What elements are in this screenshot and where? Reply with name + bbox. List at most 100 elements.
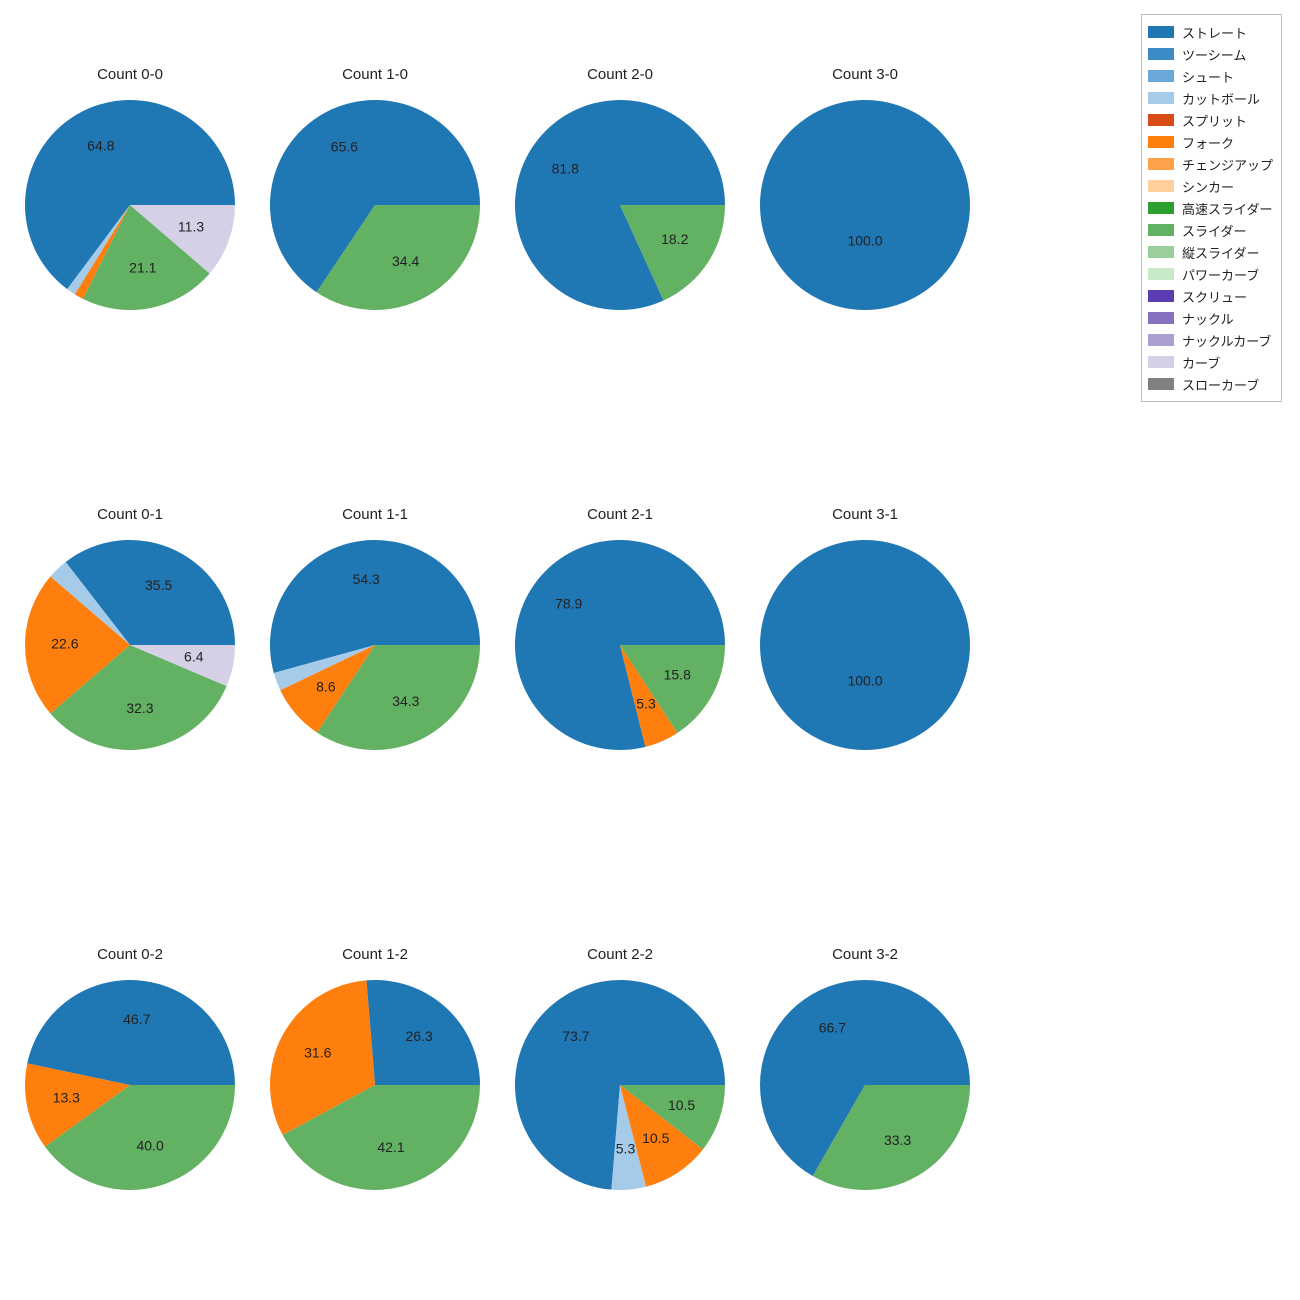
pitch-type-legend: ストレートツーシームシュートカットボールスプリットフォークチェンジアップシンカー… — [1141, 14, 1282, 402]
panel-title: Count 3-0 — [760, 66, 970, 83]
slice-label: 64.8 — [87, 138, 114, 154]
legend-label: スローカーブ — [1182, 375, 1259, 394]
legend-item: カットボール — [1148, 87, 1273, 109]
legend-label: スクリュー — [1182, 287, 1247, 306]
pie-chart: 65.6 34.4 — [270, 100, 480, 310]
legend-item: シンカー — [1148, 175, 1273, 197]
slice-label: 40.0 — [136, 1138, 163, 1154]
pie-panel: Count 1-065.634.4 — [270, 100, 480, 310]
pie-chart: 100.0 — [760, 100, 970, 310]
legend-label: ストレート — [1182, 23, 1247, 42]
legend-item: シュート — [1148, 65, 1273, 87]
legend-swatch — [1148, 180, 1174, 192]
slice-label: 100.0 — [847, 232, 882, 248]
slice-label: 78.9 — [555, 596, 582, 612]
legend-label: ナックル — [1182, 309, 1234, 328]
slice-label: 32.3 — [126, 700, 153, 716]
pie-panel: Count 0-135.522.632.36.4 — [25, 540, 235, 750]
pie-chart: 64.821.111.3 — [25, 100, 235, 310]
panel-title: Count 1-2 — [270, 946, 480, 963]
legend-item: スローカーブ — [1148, 373, 1273, 395]
pie-panel: Count 3-266.733.3 — [760, 980, 970, 1190]
slice-label: 34.4 — [392, 253, 419, 269]
pie-chart: 100.0 — [760, 540, 970, 750]
legend-swatch — [1148, 312, 1174, 324]
panel-title: Count 1-1 — [270, 506, 480, 523]
legend-swatch — [1148, 92, 1174, 104]
slice-label: 21.1 — [129, 260, 156, 276]
slice-label: 8.6 — [316, 678, 336, 694]
pie-panel: Count 2-178.95.315.8 — [515, 540, 725, 750]
legend-item: スプリット — [1148, 109, 1273, 131]
slice-label: 54.3 — [353, 571, 380, 587]
pie-chart: 26.3 31.6 42.1 — [270, 980, 480, 1190]
legend-swatch — [1148, 290, 1174, 302]
panel-title: Count 0-2 — [25, 946, 235, 963]
pie-panel: Count 2-273.75.310.510.5 — [515, 980, 725, 1190]
pie-chart: 54.3 8.6 34.3 — [270, 540, 480, 750]
slice-label: 73.7 — [562, 1028, 589, 1044]
slice-label: 35.5 — [145, 577, 172, 593]
slice-label: 81.8 — [552, 160, 579, 176]
slice-label: 10.5 — [668, 1097, 695, 1113]
pie-chart: 35.522.632.36.4 — [25, 540, 235, 750]
legend-label: パワーカーブ — [1182, 265, 1259, 284]
legend-item: ストレート — [1148, 21, 1273, 43]
legend-label: スプリット — [1182, 111, 1247, 130]
legend-swatch — [1148, 158, 1174, 170]
legend-swatch — [1148, 356, 1174, 368]
legend-label: 縦スライダー — [1182, 243, 1259, 262]
legend-swatch — [1148, 26, 1174, 38]
legend-label: カーブ — [1182, 353, 1220, 372]
pie-chart: 46.7 13.3 40.0 — [25, 980, 235, 1190]
panel-title: Count 3-1 — [760, 506, 970, 523]
legend-item: フォーク — [1148, 131, 1273, 153]
pie-chart: 73.75.310.510.5 — [515, 980, 725, 1190]
legend-item: ナックル — [1148, 307, 1273, 329]
legend-swatch — [1148, 202, 1174, 214]
slice-label: 42.1 — [377, 1139, 404, 1155]
legend-swatch — [1148, 114, 1174, 126]
slice-label: 22.6 — [51, 636, 78, 652]
legend-swatch — [1148, 224, 1174, 236]
pie-slice — [760, 100, 970, 310]
legend-item: 高速スライダー — [1148, 197, 1273, 219]
panel-title: Count 0-1 — [25, 506, 235, 523]
legend-label: シンカー — [1182, 177, 1234, 196]
panel-title: Count 0-0 — [25, 66, 235, 83]
legend-label: ナックルカーブ — [1182, 331, 1271, 350]
slice-label: 33.3 — [884, 1132, 911, 1148]
legend-label: チェンジアップ — [1182, 155, 1273, 174]
legend-swatch — [1148, 378, 1174, 390]
legend-label: ツーシーム — [1182, 45, 1246, 64]
slice-label: 15.8 — [664, 667, 691, 683]
slice-label: 13.3 — [53, 1089, 80, 1105]
legend-item: スライダー — [1148, 219, 1273, 241]
pie-panel: Count 0-246.713.340.0 — [25, 980, 235, 1190]
panel-title: Count 2-2 — [515, 946, 725, 963]
slice-label: 66.7 — [819, 1019, 846, 1035]
legend-label: フォーク — [1182, 133, 1234, 152]
legend-item: カーブ — [1148, 351, 1273, 373]
legend-item: スクリュー — [1148, 285, 1273, 307]
slice-label: 26.3 — [405, 1028, 432, 1044]
slice-label: 46.7 — [123, 1011, 150, 1027]
panel-title: Count 2-0 — [515, 66, 725, 83]
legend-item: ツーシーム — [1148, 43, 1273, 65]
legend-item: 縦スライダー — [1148, 241, 1273, 263]
legend-item: チェンジアップ — [1148, 153, 1273, 175]
pie-panel: Count 1-154.38.634.3 — [270, 540, 480, 750]
pie-panel: Count 2-081.818.2 — [515, 100, 725, 310]
pie-panel: Count 3-0100.0 — [760, 100, 970, 310]
legend-item: パワーカーブ — [1148, 263, 1273, 285]
legend-label: 高速スライダー — [1182, 199, 1272, 218]
legend-swatch — [1148, 70, 1174, 82]
panel-title: Count 1-0 — [270, 66, 480, 83]
slice-label: 31.6 — [304, 1045, 331, 1061]
slice-label: 34.3 — [392, 693, 419, 709]
slice-label: 5.3 — [616, 1141, 636, 1157]
slice-label: 5.3 — [636, 695, 656, 711]
pie-slice — [27, 980, 235, 1085]
legend-label: スライダー — [1182, 221, 1246, 240]
slice-label: 65.6 — [331, 138, 358, 154]
